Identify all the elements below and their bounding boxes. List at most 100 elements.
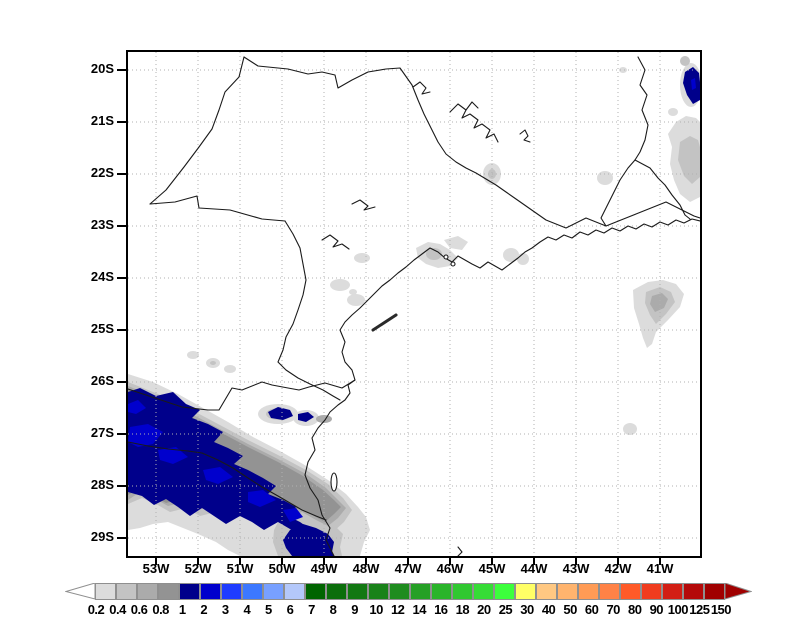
lat-tick: [117, 225, 126, 227]
colorbar-cell-4: [242, 583, 263, 600]
state-border-sp-south: [149, 195, 286, 222]
lon-label-45W: 45W: [478, 561, 506, 576]
colorbar-label-18: 18: [455, 602, 470, 617]
lat-label-25S: 25S: [90, 321, 114, 336]
lon-label-43W: 43W: [562, 561, 590, 576]
colorbar-cells: [95, 583, 725, 600]
lat-label-29S: 29S: [90, 529, 114, 544]
lon-label-51W: 51W: [226, 561, 254, 576]
precip-blue-2mm-layer: [128, 78, 696, 522]
colorbar-cell-70: [599, 583, 620, 600]
colorbar-cell-30: [515, 583, 536, 600]
lon-label-44W: 44W: [520, 561, 548, 576]
colorbar-label-30: 30: [520, 602, 534, 617]
colorbar-cell-2: [200, 583, 221, 600]
colorbar-cell-50: [557, 583, 578, 600]
lake-4: [321, 234, 350, 250]
colorbar-label-1: 1: [178, 602, 186, 617]
colorbar-cell-90: [641, 583, 662, 600]
colorbar-cell-0.6: [137, 583, 158, 600]
colorbar-cell-7: [305, 583, 326, 600]
lat-tick: [117, 537, 126, 539]
colorbar-cell-150: [704, 583, 725, 600]
state-border-pr-sc: [127, 379, 356, 411]
precip-blue-1mm-layer: [128, 67, 700, 556]
colorbar-label-50: 50: [563, 602, 577, 617]
lake-1: [519, 129, 531, 143]
coastline-borders: [127, 56, 701, 557]
colorbar-overflow-arrow: [725, 583, 752, 600]
lat-tick: [117, 329, 126, 331]
state-border-sc-rs: [127, 441, 327, 521]
colorbar-label-8: 8: [329, 602, 337, 617]
island-small-2: [450, 261, 456, 267]
lat-tick: [117, 433, 126, 435]
colorbar-cell-0.2: [95, 583, 116, 600]
colorbar-label-125: 125: [689, 602, 710, 617]
colorbar-cell-6: [284, 583, 305, 600]
lon-label-41W: 41W: [646, 561, 674, 576]
colorbar: 0.2 0.4 0.6 0.8 1 2 3 4 5 6 7 8 9 10 12 14 16 18 20 25 30 40 5…: [65, 583, 757, 618]
coastline: [304, 218, 701, 557]
colorbar-cell-0.4: [116, 583, 137, 600]
colorbar-underflow-arrow: [65, 583, 96, 600]
lon-label-50W: 50W: [268, 561, 296, 576]
colorbar-cell-25: [494, 583, 515, 600]
colorbar-label-6: 6: [286, 602, 294, 617]
island-small-1: [443, 254, 449, 260]
colorbar-cell-0.8: [158, 583, 179, 600]
lat-label-24S: 24S: [90, 269, 114, 284]
colorbar-cell-1: [179, 583, 200, 600]
colorbar-cell-9: [347, 583, 368, 600]
lat-tick: [117, 277, 126, 279]
colorbar-cell-8: [326, 583, 347, 600]
colorbar-label-10: 10: [369, 602, 383, 617]
colorbar-cell-100: [662, 583, 683, 600]
lon-label-42W: 42W: [604, 561, 632, 576]
colorbar-label-150: 150: [710, 602, 732, 617]
colorbar-label-5: 5: [265, 602, 272, 617]
colorbar-label-0.2: 0.2: [87, 602, 105, 617]
colorbar-cell-60: [578, 583, 599, 600]
colorbar-label-70: 70: [606, 602, 620, 617]
state-border-es-south: [634, 159, 691, 220]
colorbar-label-40: 40: [541, 602, 556, 617]
colorbar-label-7: 7: [308, 602, 315, 617]
island-streak: [371, 313, 398, 332]
colorbar-label-12: 12: [390, 602, 405, 617]
coastal-cape: [457, 546, 463, 557]
colorbar-cell-18: [452, 583, 473, 600]
colorbar-cell-125: [683, 583, 704, 600]
colorbar-label-2: 2: [200, 602, 208, 617]
colorbar-label-9: 9: [351, 602, 358, 617]
colorbar-cell-12: [389, 583, 410, 600]
lon-label-53W: 53W: [142, 561, 170, 576]
colorbar-cell-80: [620, 583, 641, 600]
lon-label-52W: 52W: [184, 561, 212, 576]
colorbar-cell-5: [263, 583, 284, 600]
lon-label-49W: 49W: [310, 561, 338, 576]
state-border-sp-mg: [243, 56, 701, 229]
lon-label-48W: 48W: [352, 561, 380, 576]
lake-3: [351, 199, 376, 211]
state-border-mg-rj: [600, 159, 636, 227]
colorbar-cell-16: [431, 583, 452, 600]
colorbar-label-3: 3: [221, 602, 229, 617]
lat-label-23S: 23S: [90, 217, 114, 232]
lat-label-26S: 26S: [90, 373, 114, 388]
colorbar-label-60: 60: [584, 602, 599, 617]
colorbar-label-16: 16: [434, 602, 448, 617]
colorbar-label-80: 80: [628, 602, 642, 617]
colorbar-label-4: 4: [243, 602, 251, 617]
colorbar-label-90: 90: [649, 602, 664, 617]
colorbar-label-0.6: 0.6: [130, 602, 148, 617]
colorbar-label-25: 25: [498, 602, 513, 617]
lake-2: [412, 81, 431, 95]
island-florianopolis: [330, 472, 338, 492]
colorbar-label-0.4: 0.4: [109, 602, 126, 617]
lat-tick: [117, 381, 126, 383]
colorbar-cell-10: [368, 583, 389, 600]
colorbar-label-20: 20: [477, 602, 491, 617]
reservoir-furnas: [449, 103, 499, 143]
